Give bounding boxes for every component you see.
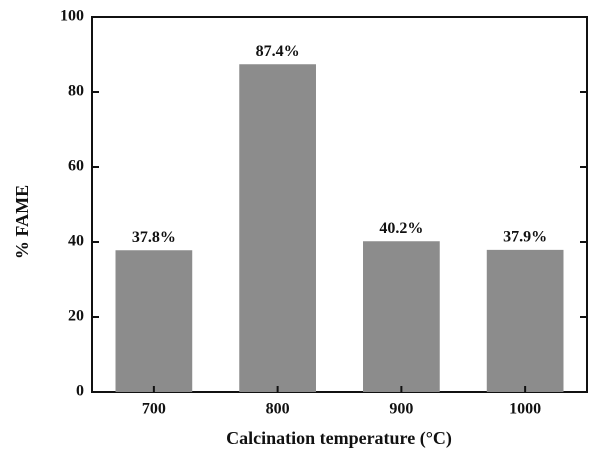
value-label: 87.4%	[256, 43, 300, 60]
x-tick-label: 800	[266, 401, 290, 418]
y-tick-label: 80	[68, 83, 84, 100]
y-tick-label: 0	[76, 383, 84, 400]
bar	[115, 250, 193, 392]
y-tick-label: 100	[60, 8, 84, 25]
value-label: 37.9%	[503, 229, 547, 246]
x-tick-label: 1000	[509, 401, 541, 418]
y-axis-title: % FAME	[12, 185, 32, 259]
x-tick-label: 700	[142, 401, 166, 418]
x-tick-label: 900	[389, 401, 413, 418]
y-tick-label: 40	[68, 233, 84, 250]
bar	[486, 249, 564, 392]
value-label: 37.8%	[132, 229, 176, 246]
y-tick-label: 60	[68, 158, 84, 175]
value-label: 40.2%	[379, 220, 423, 237]
x-axis-title: Calcination temperature (°C)	[226, 428, 452, 449]
bar	[239, 64, 316, 392]
bar	[363, 241, 440, 392]
plot-frame	[91, 16, 588, 393]
y-tick-label: 20	[68, 308, 84, 325]
